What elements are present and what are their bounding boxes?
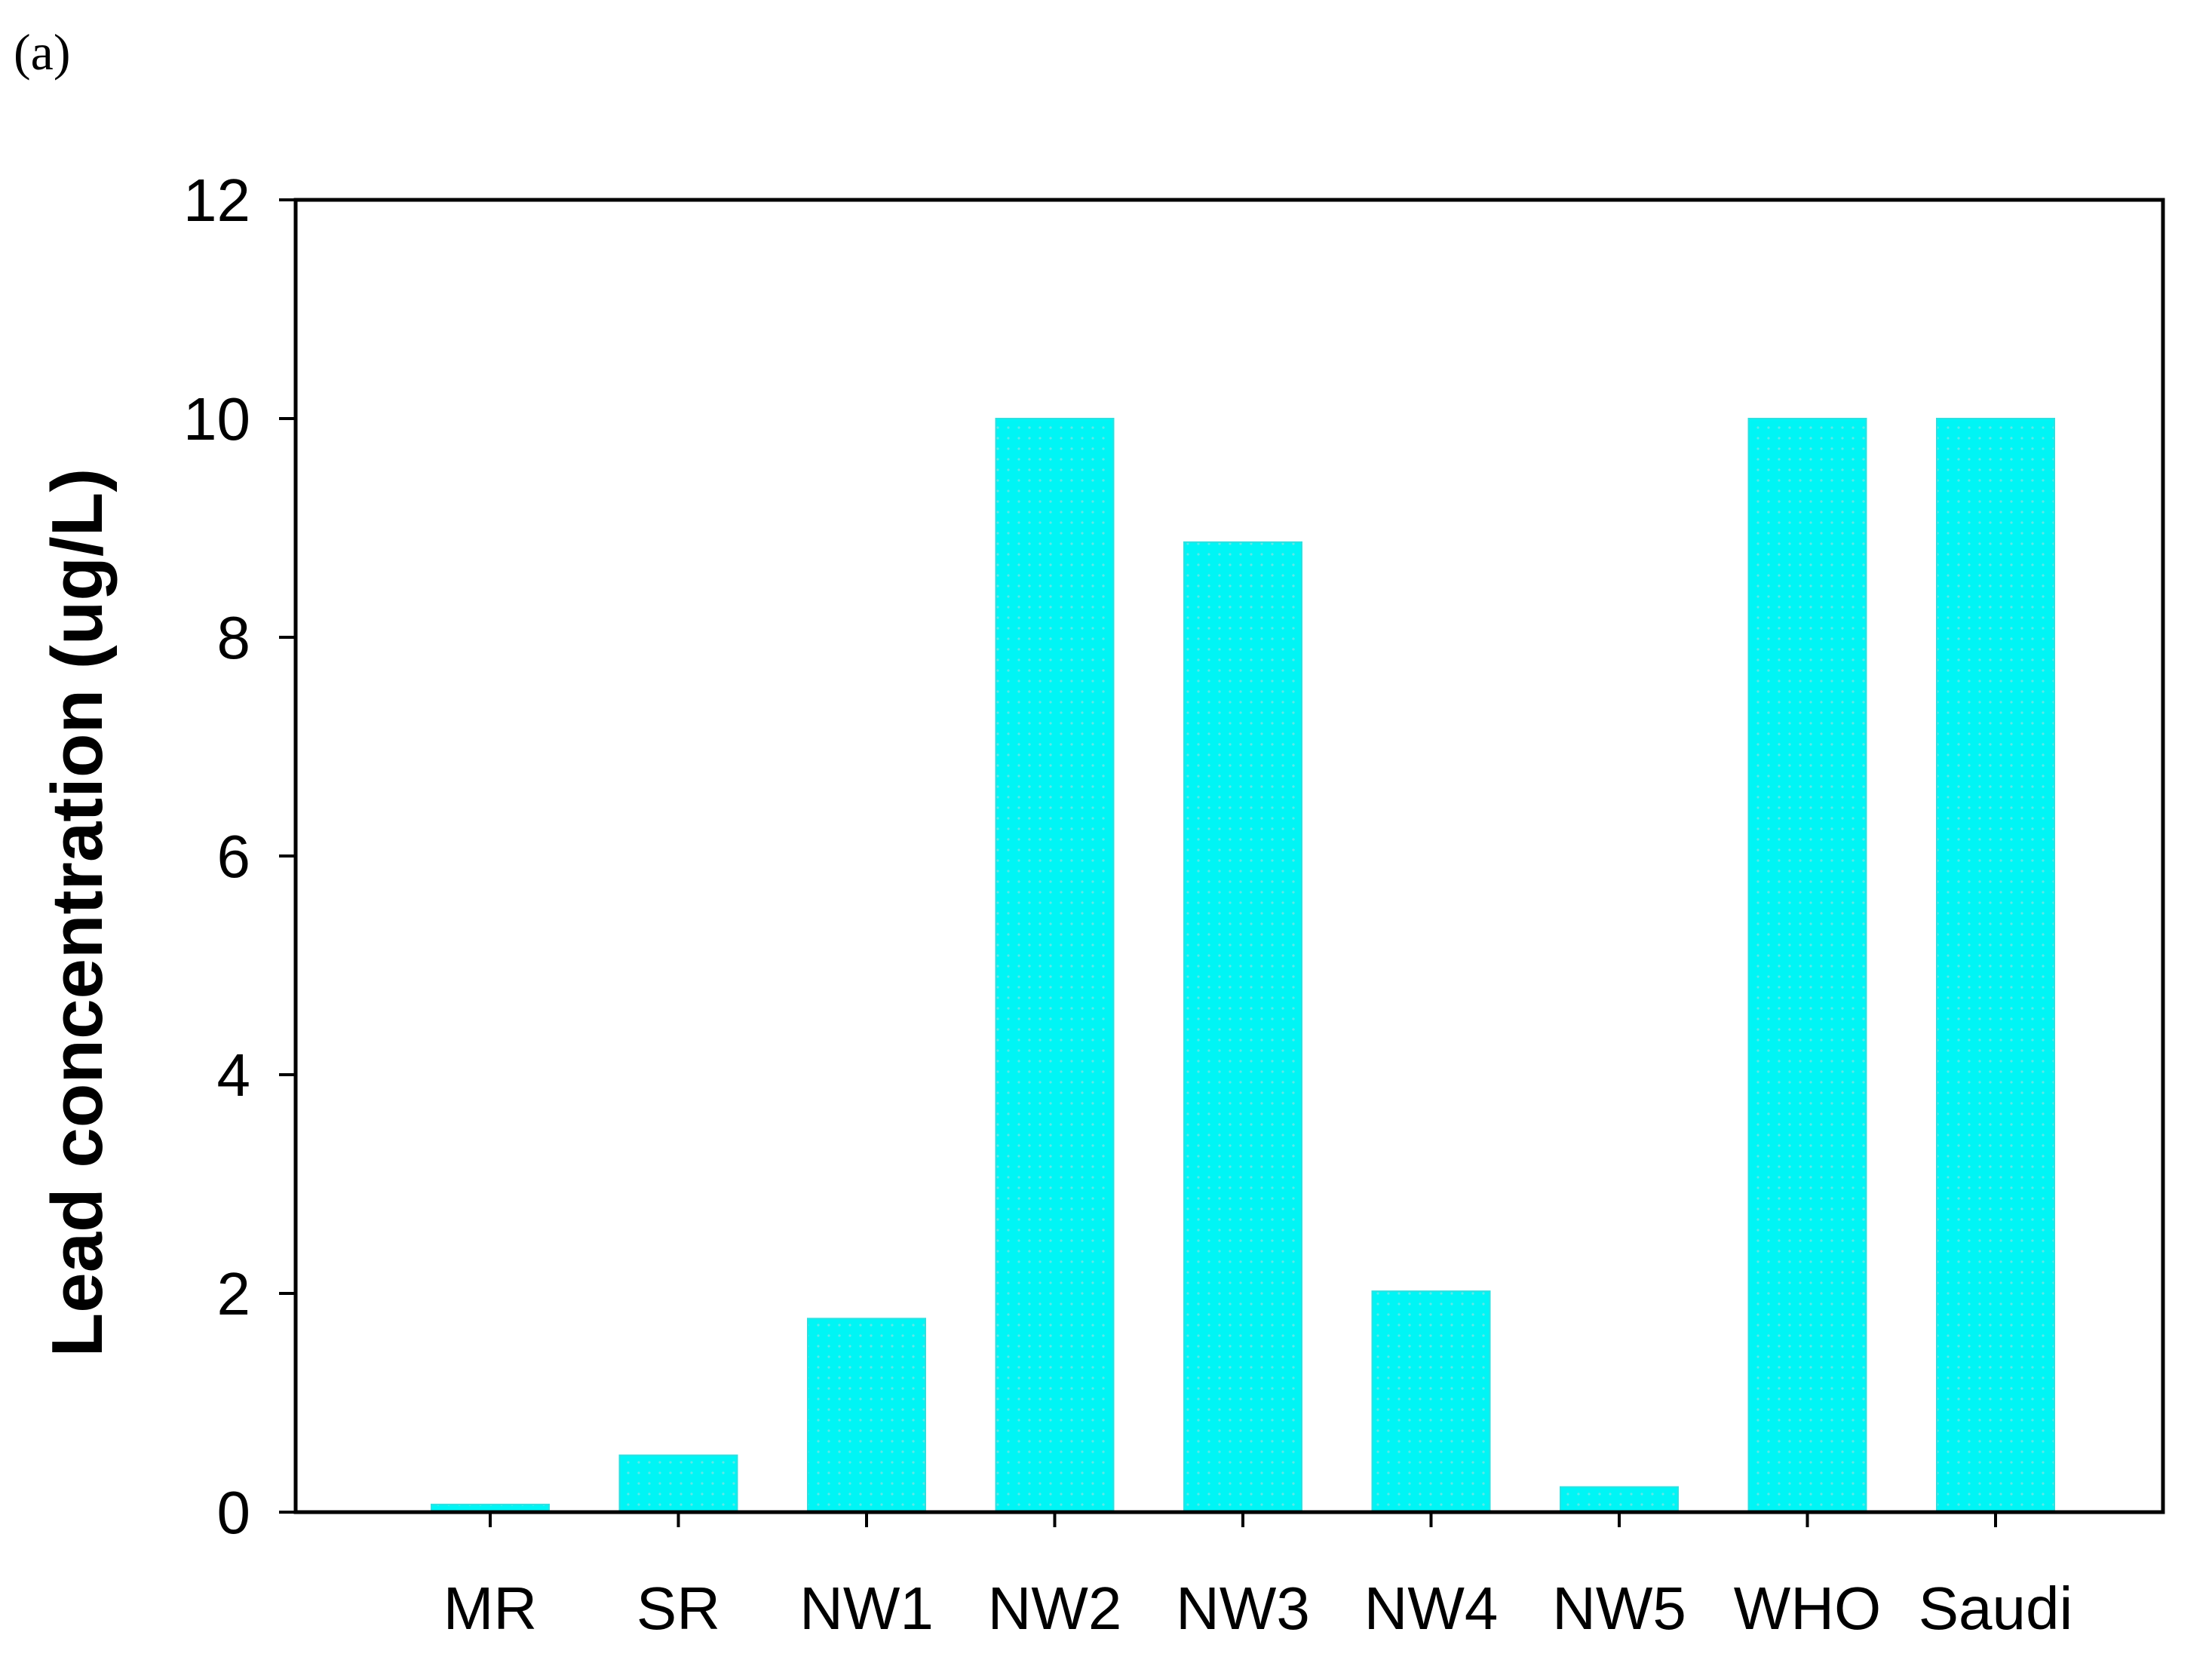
y-tick-label: 4 (217, 1042, 251, 1109)
x-tick-label-nw2: NW2 (988, 1575, 1122, 1642)
x-tick-label-nw3: NW3 (1176, 1575, 1310, 1642)
x-tick-label-nw5: NW5 (1552, 1575, 1686, 1642)
bar-nw5 (1560, 1486, 1679, 1514)
y-tick-label: 6 (217, 823, 251, 890)
y-tick-label: 0 (217, 1479, 251, 1546)
x-tick-label-nw1: NW1 (799, 1575, 934, 1642)
bar-nw1 (807, 1318, 926, 1513)
bar-who (1747, 418, 1867, 1513)
bar-nw2 (995, 418, 1115, 1513)
x-tick-label-sr: SR (637, 1575, 720, 1642)
x-tick-label-who: WHO (1734, 1575, 1882, 1642)
x-tick-label-saudi: Saudi (1919, 1575, 2073, 1642)
y-axis-title: Lead concentration (ug/L) (37, 468, 118, 1358)
panel-label: (a) (14, 23, 70, 81)
y-tick-label: 2 (217, 1260, 251, 1327)
bar-sr (618, 1454, 738, 1513)
bar-nw3 (1183, 541, 1302, 1513)
x-tick-label-nw4: NW4 (1364, 1575, 1499, 1642)
bar-nw4 (1371, 1290, 1491, 1513)
y-axis: 0 2 4 6 8 10 12 (183, 167, 296, 1546)
plot-frame (293, 198, 2165, 1514)
x-axis: MR SR NW1 NW2 NW3 NW4 NW5 WHO Saudi (443, 1512, 2073, 1642)
y-tick-label: 10 (183, 385, 250, 453)
bar-saudi (1936, 418, 2055, 1513)
bars-group (431, 418, 2055, 1514)
y-tick-label: 12 (183, 167, 250, 234)
y-tick-label: 8 (217, 604, 251, 671)
x-tick-label-mr: MR (443, 1575, 537, 1642)
